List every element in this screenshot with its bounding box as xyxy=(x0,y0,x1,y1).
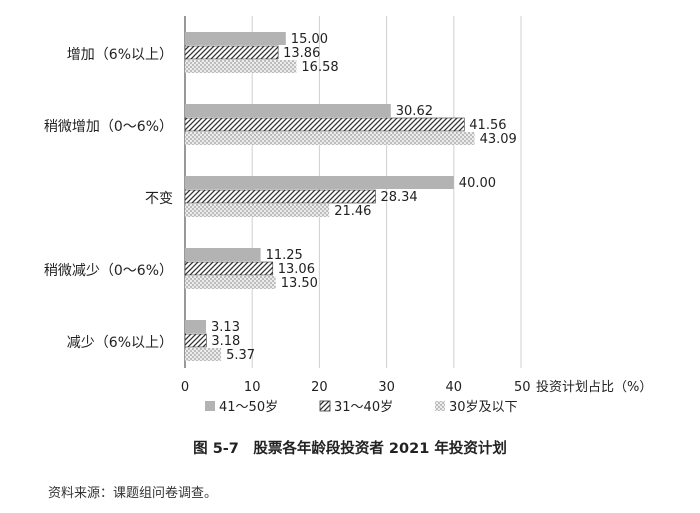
bar xyxy=(184,189,376,204)
x-tick-label: 50 xyxy=(514,380,531,395)
bar xyxy=(184,333,207,348)
bar xyxy=(185,320,207,333)
value-label: 13.50 xyxy=(281,276,318,291)
value-label: 40.00 xyxy=(459,176,496,191)
category-label: 不变 xyxy=(145,191,173,207)
category-label: 减少（6%以上） xyxy=(67,335,173,351)
value-label: 43.09 xyxy=(480,132,517,147)
bar xyxy=(185,60,297,73)
bar xyxy=(185,32,286,45)
category-label: 增加（6%以上） xyxy=(67,47,173,63)
bar xyxy=(184,45,279,60)
legend-swatch xyxy=(205,401,215,411)
x-tick-labels: 0 10 20 30 40 50 xyxy=(181,380,531,395)
legend-label: 31～40岁 xyxy=(334,400,393,415)
value-label: 11.25 xyxy=(266,248,303,263)
legend-swatch xyxy=(435,401,445,411)
x-tick-label: 10 xyxy=(244,380,261,395)
value-label: 30.62 xyxy=(396,104,433,119)
source-note: 资料来源：课题组问卷调查。 xyxy=(48,486,218,501)
bar xyxy=(185,132,475,145)
bar xyxy=(185,276,276,289)
value-label: 13.06 xyxy=(278,262,315,277)
value-label: 3.18 xyxy=(211,334,240,349)
legend-swatch xyxy=(319,400,331,412)
value-label: 16.58 xyxy=(301,60,338,75)
bar xyxy=(185,176,454,189)
bar xyxy=(185,348,222,361)
value-label: 13.86 xyxy=(283,46,320,61)
value-label: 15.00 xyxy=(291,32,328,47)
bars: 15.00 30.62 40.00 11.25 3.13 13.86 41.56 28.34 1… xyxy=(184,32,517,363)
bar xyxy=(184,117,465,132)
bar xyxy=(185,204,330,217)
x-tick-label: 0 xyxy=(181,380,189,395)
figure-caption: 图 5-7 股票各年龄段投资者 2021 年投资计划 xyxy=(193,441,507,457)
x-tick-label: 30 xyxy=(378,380,395,395)
legend: 41～50岁 31～40岁 30岁及以下 xyxy=(205,400,518,415)
category-label: 稍微增加（0～6%） xyxy=(44,119,173,135)
bar xyxy=(185,248,261,261)
legend-label: 30岁及以下 xyxy=(449,400,518,415)
legend-label: 41～50岁 xyxy=(219,400,278,415)
x-axis-label: 投资计划占比（%） xyxy=(536,379,652,395)
bar xyxy=(184,261,274,276)
value-label: 3.13 xyxy=(211,320,240,335)
bar xyxy=(185,104,391,117)
category-label: 稍微减少（0～6%） xyxy=(44,263,173,279)
value-label: 41.56 xyxy=(469,118,506,133)
value-label: 21.46 xyxy=(334,204,371,219)
value-label: 5.37 xyxy=(226,348,255,363)
value-label: 28.34 xyxy=(380,190,417,205)
x-tick-label: 40 xyxy=(446,380,463,395)
x-tick-label: 20 xyxy=(311,380,328,395)
